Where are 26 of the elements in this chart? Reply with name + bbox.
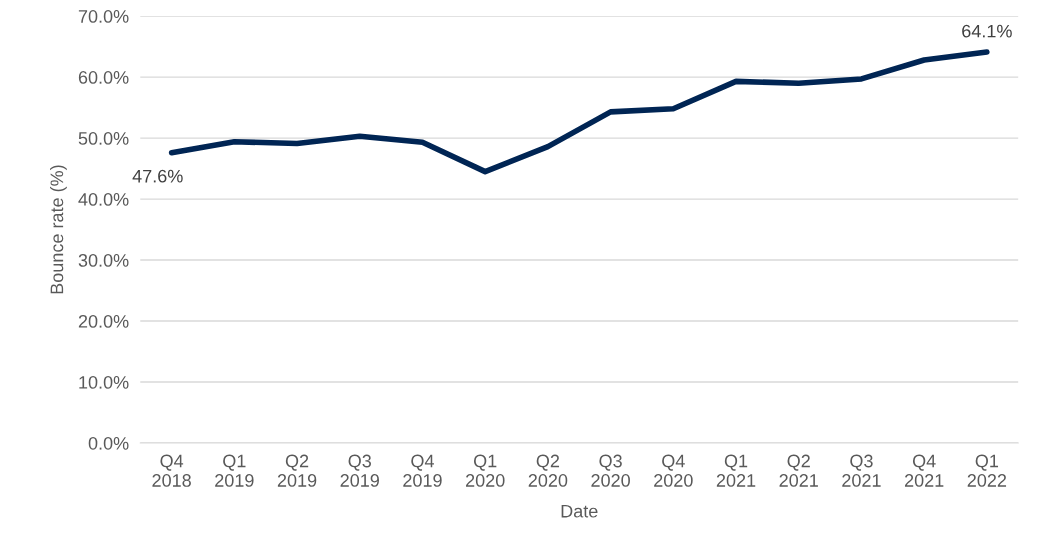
y-tick-label: 10.0% xyxy=(79,375,129,389)
y-tick-label: 70.0% xyxy=(78,10,129,23)
y-axis-title: Bounce rate (%) xyxy=(50,165,67,294)
annotation: 47.6% xyxy=(132,169,183,183)
x-tick-label: Q4 2019 xyxy=(403,454,442,487)
y-tick-label: 50.0% xyxy=(78,132,129,145)
y-tick-label: 60.0% xyxy=(78,71,129,84)
x-axis-title: Date xyxy=(561,504,598,518)
y-tick-label: 40.0% xyxy=(78,193,129,206)
x-tick-label: Q4 2020 xyxy=(654,454,693,487)
x-tick-label: Q3 2021 xyxy=(842,454,881,487)
x-tick-label: Q3 2020 xyxy=(591,454,630,487)
x-tick-label: Q3 2019 xyxy=(340,454,379,487)
x-tick-label: Q1 2022 xyxy=(967,454,1007,487)
x-tick-label: Q1 2021 xyxy=(716,454,756,487)
x-tick-label: Q2 2019 xyxy=(277,454,317,487)
y-tick-label: 0.0% xyxy=(88,436,129,450)
y-tick-label: 30.0% xyxy=(78,254,129,267)
y-tick-label: 20.0% xyxy=(78,314,129,328)
x-tick-label: Q2 2021 xyxy=(779,454,818,487)
annotation: 64.1% xyxy=(962,24,1012,38)
x-tick-label: Q2 2020 xyxy=(528,454,568,487)
x-tick-label: Q1 2019 xyxy=(215,454,254,487)
x-tick-label: Q1 2020 xyxy=(466,454,505,487)
x-tick-label: Q4 2018 xyxy=(152,454,191,487)
x-tick-label: Q4 2021 xyxy=(904,454,944,487)
